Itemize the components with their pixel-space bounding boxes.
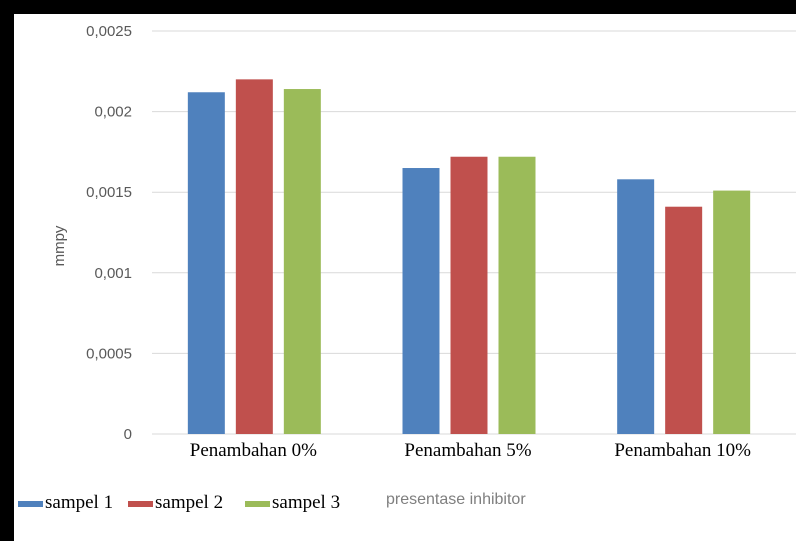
y-tick-label: 0 bbox=[124, 426, 132, 443]
bar-sampel-2-1 bbox=[450, 156, 488, 434]
legend-swatch bbox=[128, 501, 153, 507]
category-label: Penambahan 10% bbox=[614, 440, 751, 461]
bar-sampel-3-2 bbox=[713, 190, 751, 434]
y-tick-label: 0,002 bbox=[94, 104, 132, 121]
bar-sampel-2-0 bbox=[235, 79, 273, 435]
y-tick-label: 0,0005 bbox=[86, 345, 132, 362]
legend-swatch bbox=[18, 501, 43, 507]
legend-swatch bbox=[245, 501, 270, 507]
y-axis-title: mmpy bbox=[51, 225, 68, 266]
bar-sampel-1-2 bbox=[617, 179, 655, 434]
category-labels: Penambahan 0% Penambahan 5% Penambahan 10% bbox=[190, 440, 751, 461]
bar-chart: 0 0,0005 0,001 0,0015 0,002 0,0025 mmpy Penam… bbox=[18, 23, 796, 513]
legend-label: sampel 2 bbox=[155, 492, 223, 513]
legend-label: sampel 3 bbox=[272, 492, 340, 513]
bar-sampel-3-1 bbox=[498, 156, 536, 434]
y-tick-label: 0,001 bbox=[94, 265, 132, 282]
category-label: Penambahan 5% bbox=[404, 440, 531, 461]
legend-label: sampel 1 bbox=[45, 492, 113, 513]
y-tick-label: 0,0015 bbox=[86, 184, 132, 201]
y-tick-labels: 0 0,0005 0,001 0,0015 0,002 0,0025 bbox=[86, 23, 132, 443]
chart-frame: 0 0,0005 0,001 0,0015 0,002 0,0025 mmpy Penam… bbox=[14, 14, 796, 541]
bar-sampel-1-1 bbox=[402, 168, 440, 434]
legend: sampel 1 sampel 2 sampel 3 bbox=[18, 492, 340, 513]
bars bbox=[187, 79, 751, 435]
y-tick-label: 0,0025 bbox=[86, 23, 132, 40]
bar-sampel-2-2 bbox=[665, 206, 703, 434]
x-axis-title: presentase inhibitor bbox=[386, 491, 526, 508]
bar-sampel-3-0 bbox=[283, 89, 321, 435]
category-label: Penambahan 0% bbox=[190, 440, 317, 461]
bar-sampel-1-0 bbox=[187, 92, 225, 435]
